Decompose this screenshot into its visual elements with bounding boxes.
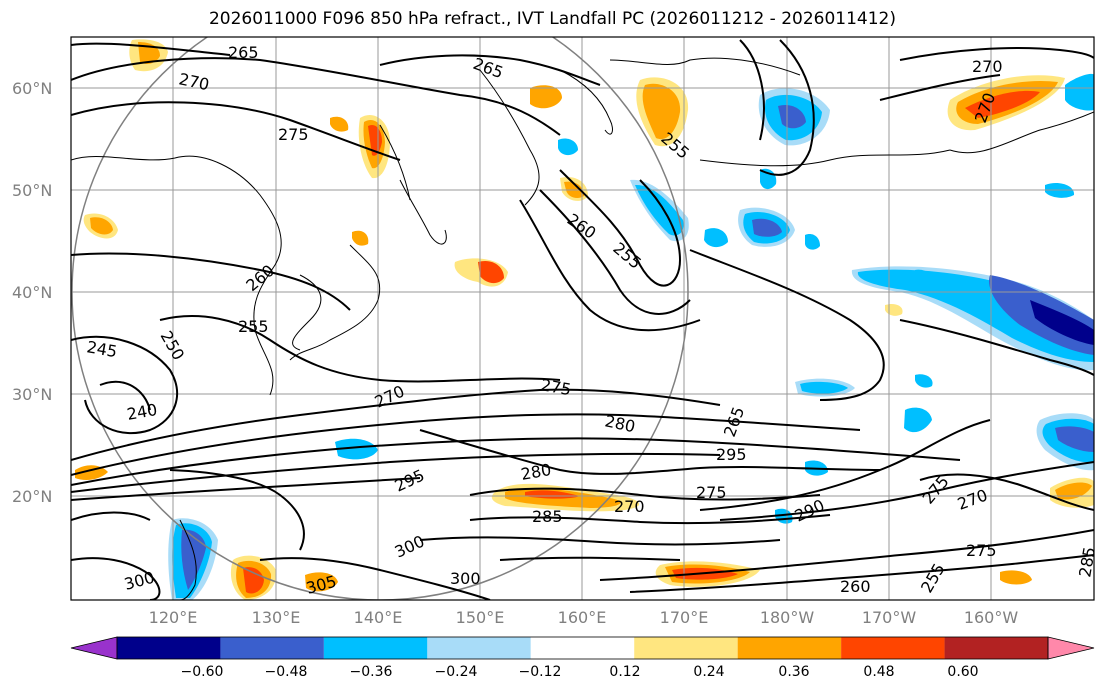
coastlines xyxy=(71,57,1094,600)
colorbar-tick: −0.60 xyxy=(181,664,224,680)
lon-label: 130°E xyxy=(252,608,301,627)
colorbar-tick: −0.12 xyxy=(519,664,562,680)
lat-label: 50°N xyxy=(12,181,52,200)
lat-label: 40°N xyxy=(12,283,52,302)
colorbar-tick: 0.36 xyxy=(778,664,809,680)
map-frame xyxy=(70,36,1095,601)
contour-label: 270 xyxy=(972,57,1003,76)
lat-label: 20°N xyxy=(12,487,52,506)
colorbar-tick-labels: −0.60 −0.48 −0.36 −0.24 −0.12 0.12 0.24 … xyxy=(181,664,979,680)
colorbar-segment xyxy=(841,637,945,659)
colorbar-outline xyxy=(116,636,1049,660)
contour-label: 260 xyxy=(840,577,871,596)
graticule xyxy=(71,37,1094,600)
lon-label: 150°E xyxy=(456,608,505,627)
colorbar-segment xyxy=(220,637,324,659)
map-title: 2026011000 F096 850 hPa refract., IVT La… xyxy=(208,9,896,29)
lat-label: 30°N xyxy=(12,385,52,404)
colorbar-tick: −0.48 xyxy=(265,664,308,680)
range-circle xyxy=(71,37,689,600)
longitude-labels: 120°E 130°E 140°E 150°E 160°E 170°E 180°… xyxy=(149,608,1019,627)
colorbar-segment xyxy=(117,637,221,659)
refractivity-contours xyxy=(71,39,1094,600)
contour-label: 275 xyxy=(696,483,727,502)
contour-label: 270 xyxy=(614,497,645,516)
lon-label: 170°E xyxy=(660,608,709,627)
colorbar-segment xyxy=(427,637,531,659)
colorbar xyxy=(70,636,1095,660)
colorbar-tick: 0.48 xyxy=(863,664,894,680)
contour-label: 275 xyxy=(278,125,309,144)
colorbar-tick: 0.60 xyxy=(947,664,978,680)
colorbar-tick: 0.12 xyxy=(609,664,640,680)
colorbar-tick: −0.36 xyxy=(350,664,393,680)
contour-label: 300 xyxy=(450,569,481,588)
lon-label: 170°W xyxy=(862,608,917,627)
contour-label: 275 xyxy=(966,541,997,560)
contour-label: 285 xyxy=(1075,545,1099,578)
contour-label: 255 xyxy=(238,317,269,336)
colorbar-tick: 0.24 xyxy=(693,664,724,680)
colorbar-segment xyxy=(737,637,842,659)
colorbar-extend-high xyxy=(1047,636,1095,660)
colorbar-segment xyxy=(944,637,1048,659)
colorbar-tick: −0.24 xyxy=(435,664,478,680)
latitude-labels: 60°N 50°N 40°N 30°N 20°N xyxy=(12,79,52,506)
colorbar-segment xyxy=(634,637,738,659)
lon-label: 180°W xyxy=(760,608,815,627)
contour-label: 285 xyxy=(532,507,563,526)
colorbar-segment xyxy=(530,637,635,659)
colorbar-segment xyxy=(323,637,428,659)
lon-label: 120°E xyxy=(149,608,198,627)
colorbar-extend-low xyxy=(70,636,118,660)
lon-label: 140°E xyxy=(354,608,403,627)
lon-label: 160°E xyxy=(558,608,607,627)
contour-label: 295 xyxy=(716,445,747,464)
lat-label: 60°N xyxy=(12,79,52,98)
lon-label: 160°W xyxy=(964,608,1019,627)
contour-label: 265 xyxy=(228,43,259,62)
